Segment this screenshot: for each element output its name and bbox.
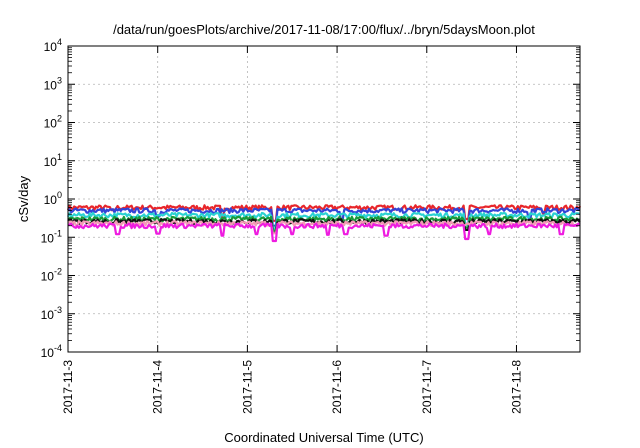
x-tick-label: 2017-11-7 bbox=[420, 360, 434, 414]
grid bbox=[68, 46, 580, 352]
series-line bbox=[67, 211, 581, 230]
x-axis-label: Coordinated Universal Time (UTC) bbox=[224, 430, 423, 445]
y-tick-label: 100 bbox=[44, 190, 62, 207]
y-tick-label: 104 bbox=[44, 37, 62, 54]
y-tick-label: 102 bbox=[44, 114, 62, 131]
x-tick-label: 2017-11-4 bbox=[151, 360, 165, 414]
series-line bbox=[67, 222, 581, 243]
x-tick-label: 2017-11-3 bbox=[61, 360, 75, 414]
series-line bbox=[67, 207, 581, 227]
chart-title: /data/run/goesPlots/archive/2017-11-08/1… bbox=[113, 22, 535, 37]
x-tick-label: 2017-11-6 bbox=[330, 360, 344, 414]
series-layer bbox=[66, 204, 582, 243]
y-tick-label: 10-4 bbox=[41, 343, 62, 360]
y-tick-label: 10-3 bbox=[41, 305, 62, 322]
series-line bbox=[67, 220, 581, 235]
series-line bbox=[66, 204, 582, 222]
x-tick-label: 2017-11-5 bbox=[240, 360, 254, 414]
y-axis-label: cSv/day bbox=[16, 175, 31, 222]
y-tick-label: 103 bbox=[44, 75, 62, 92]
y-tick-label: 101 bbox=[44, 152, 62, 169]
y-tick-label: 10-2 bbox=[41, 267, 62, 284]
y-tick-label: 10-1 bbox=[41, 228, 62, 245]
y-axis-ticks: 104 103 102 101 100 10-1 10-2 10-3 10-4 bbox=[41, 37, 580, 360]
x-axis-ticks: 2017-11-3 2017-11-4 2017-11-5 2017-11-6 2017… bbox=[61, 46, 523, 414]
x-tick-label: 2017-11-8 bbox=[509, 360, 523, 414]
